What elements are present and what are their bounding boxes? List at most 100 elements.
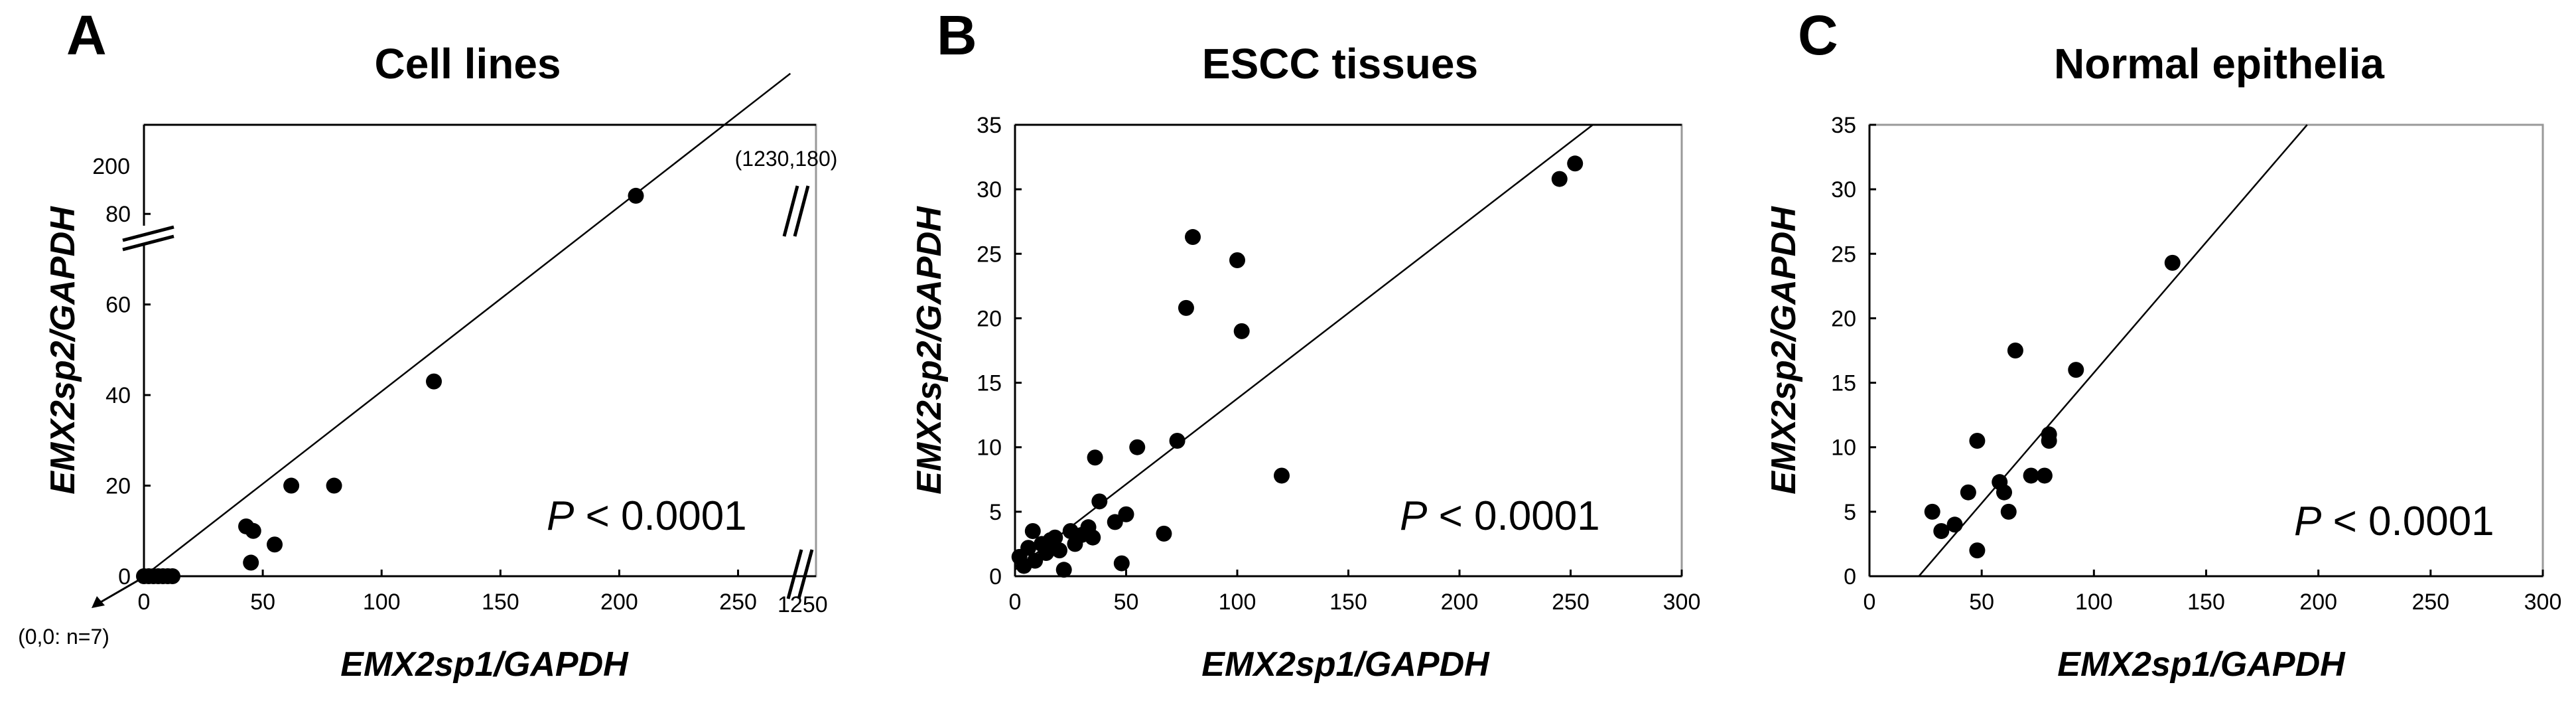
panel-a-p-value: P < 0.0001 <box>547 493 747 539</box>
panel-a-regression-line <box>143 72 791 577</box>
panel-b-data-point <box>1085 529 1101 546</box>
panel-a-x-tick-label: 100 <box>363 589 401 615</box>
panel-a-data-point <box>326 477 342 494</box>
panel-b-data-point <box>1113 555 1130 572</box>
panel-b-data-point <box>1274 467 1290 484</box>
panel-b-x-tick-label: 150 <box>1329 589 1367 615</box>
panel-c-data-point <box>1969 433 1986 449</box>
panel-a-origin-arrow <box>92 577 143 608</box>
panel-c-data-point <box>1946 516 1963 533</box>
panel-c-x-tick-label: 150 <box>2187 589 2225 615</box>
panel-b-data-point <box>1047 529 1063 546</box>
panel-c-data-point <box>1960 484 1976 501</box>
panel-b-y-tick-label: 10 <box>977 435 1002 461</box>
panel-b-ticks: 0 50 100 150 200 250 300 0 5 10 15 20 25 30 35 <box>977 113 1700 615</box>
panel-c-data-point <box>2041 433 2057 449</box>
panel-a-data-point <box>267 536 283 553</box>
panel-c-y-tick-label: 5 <box>1844 500 1856 525</box>
panel-a-data-point <box>426 373 442 390</box>
panel-a-x-axis-break-bottom <box>786 549 814 599</box>
panel-c-y-tick-label: 25 <box>1831 242 1856 267</box>
panel-b-x-tick-label: 300 <box>1663 589 1701 615</box>
panel-c-data-point <box>2023 467 2039 484</box>
panel-b-y-tick-label: 35 <box>977 113 1002 138</box>
panel-a-x-axis-break-top <box>782 185 810 237</box>
panel-c-y-tick-label: 35 <box>1831 113 1856 138</box>
panel-b-data-point <box>1024 523 1041 539</box>
panel-b-x-tick-label: 50 <box>1114 589 1139 615</box>
panel-b-data-point <box>1551 171 1568 187</box>
panel-c-x-label: EMX2sp1/GAPDH <box>2057 645 2346 684</box>
panel-c: C Normal epithelia 0 50 100 150 200 250 300 0 5 1… <box>1765 4 2561 684</box>
panel-b-data-point <box>1156 525 1172 542</box>
panel-a-y-axis-break <box>122 225 174 252</box>
panel-a-top-point-annotation: (1230,180) <box>735 147 838 171</box>
panel-a-x-tick-label: 200 <box>600 589 638 615</box>
panel-a-x-tick-label: 250 <box>719 589 757 615</box>
panel-c-title: Normal epithelia <box>2054 40 2384 88</box>
panel-b-data-point <box>1229 252 1245 268</box>
panel-b-data-point <box>1185 229 1201 246</box>
panel-b-data-point <box>1169 433 1186 449</box>
panel-b-y-label: EMX2sp2/GAPDH <box>910 206 949 495</box>
panel-c-y-label: EMX2sp2/GAPDH <box>1765 206 1803 495</box>
panel-a-y-label: EMX2sp2/GAPDH <box>44 206 82 495</box>
panel-b-y-tick-label: 30 <box>977 177 1002 202</box>
panel-a-y-tick-label: 40 <box>105 383 131 408</box>
panel-a-data-point <box>243 554 259 571</box>
panel-b-data-point <box>1233 323 1250 339</box>
panel-b-x-label: EMX2sp1/GAPDH <box>1201 645 1490 684</box>
panel-c-x-tick-label: 300 <box>2524 589 2562 615</box>
panel-a-data-point <box>245 522 261 539</box>
panel-a-data-point <box>628 187 644 204</box>
panel-a: A Cell lines 0 50 100 150 200 250 0 20 40 60 80 20… <box>18 4 837 684</box>
panel-a-title: Cell lines <box>375 40 561 88</box>
panel-c-y-tick-label: 15 <box>1831 371 1856 396</box>
panel-a-origin-annotation: (0,0: n=7) <box>18 625 109 649</box>
panel-a-y-tick-label: 80 <box>105 202 131 227</box>
panel-b-data-point <box>1087 449 1103 466</box>
panel-c-data-point <box>2000 503 2017 520</box>
panel-b-marks <box>1011 124 1593 578</box>
panel-b-x-tick-label: 250 <box>1552 589 1590 615</box>
panel-a-y-break-tick-label: 200 <box>92 154 130 179</box>
panel-b-data-point <box>1055 562 1072 578</box>
panel-b-title: ESCC tissues <box>1202 40 1478 88</box>
panel-a-y-tick-label: 60 <box>105 293 131 318</box>
panel-b-y-tick-label: 25 <box>977 242 1002 267</box>
panel-b-y-tick-label: 15 <box>977 371 1002 396</box>
panel-b-data-point <box>1567 155 1584 172</box>
panel-b-data-point <box>1027 552 1044 569</box>
panel-c-data-point <box>2068 362 2084 378</box>
panel-a-x-tick-label: 0 <box>138 589 151 615</box>
panel-b-x-tick-label: 100 <box>1219 589 1256 615</box>
panel-b-data-point <box>1107 514 1123 530</box>
panel-c-y-tick-label: 10 <box>1831 435 1856 461</box>
panel-b-data-point <box>1178 299 1194 316</box>
panel-b-data-point <box>1051 542 1067 559</box>
panel-a-data-point <box>164 568 180 584</box>
panel-c-marks <box>1918 124 2308 577</box>
panel-c-x-tick-label: 200 <box>2299 589 2337 615</box>
panel-a-x-break-tick-label: 1250 <box>778 592 828 617</box>
panel-b-data-point <box>1020 540 1037 556</box>
panel-c-x-tick-label: 100 <box>2075 589 2113 615</box>
panel-c-data-point <box>2036 467 2053 484</box>
panel-c-x-tick-label: 250 <box>2411 589 2449 615</box>
panel-c-data-point <box>2164 254 2181 271</box>
panel-a-marks <box>136 72 791 584</box>
panel-b-data-point <box>1129 439 1146 455</box>
panel-a-y-tick-label: 0 <box>118 564 131 589</box>
panel-c-x-tick-label: 0 <box>1864 589 1876 615</box>
panel-c-letter: C <box>1798 4 1838 66</box>
panel-b-y-tick-label: 20 <box>977 306 1002 331</box>
panel-c-data-point <box>1924 503 1940 520</box>
panel-c-regression-line <box>1918 124 2308 577</box>
panel-a-x-tick-label: 50 <box>250 589 275 615</box>
panel-b-y-tick-label: 5 <box>989 500 1002 525</box>
panel-b-data-point <box>1118 506 1134 522</box>
panel-c-y-tick-label: 0 <box>1844 564 1856 589</box>
panel-a-data-point <box>283 477 300 494</box>
panel-c-data-point <box>1996 484 2012 501</box>
